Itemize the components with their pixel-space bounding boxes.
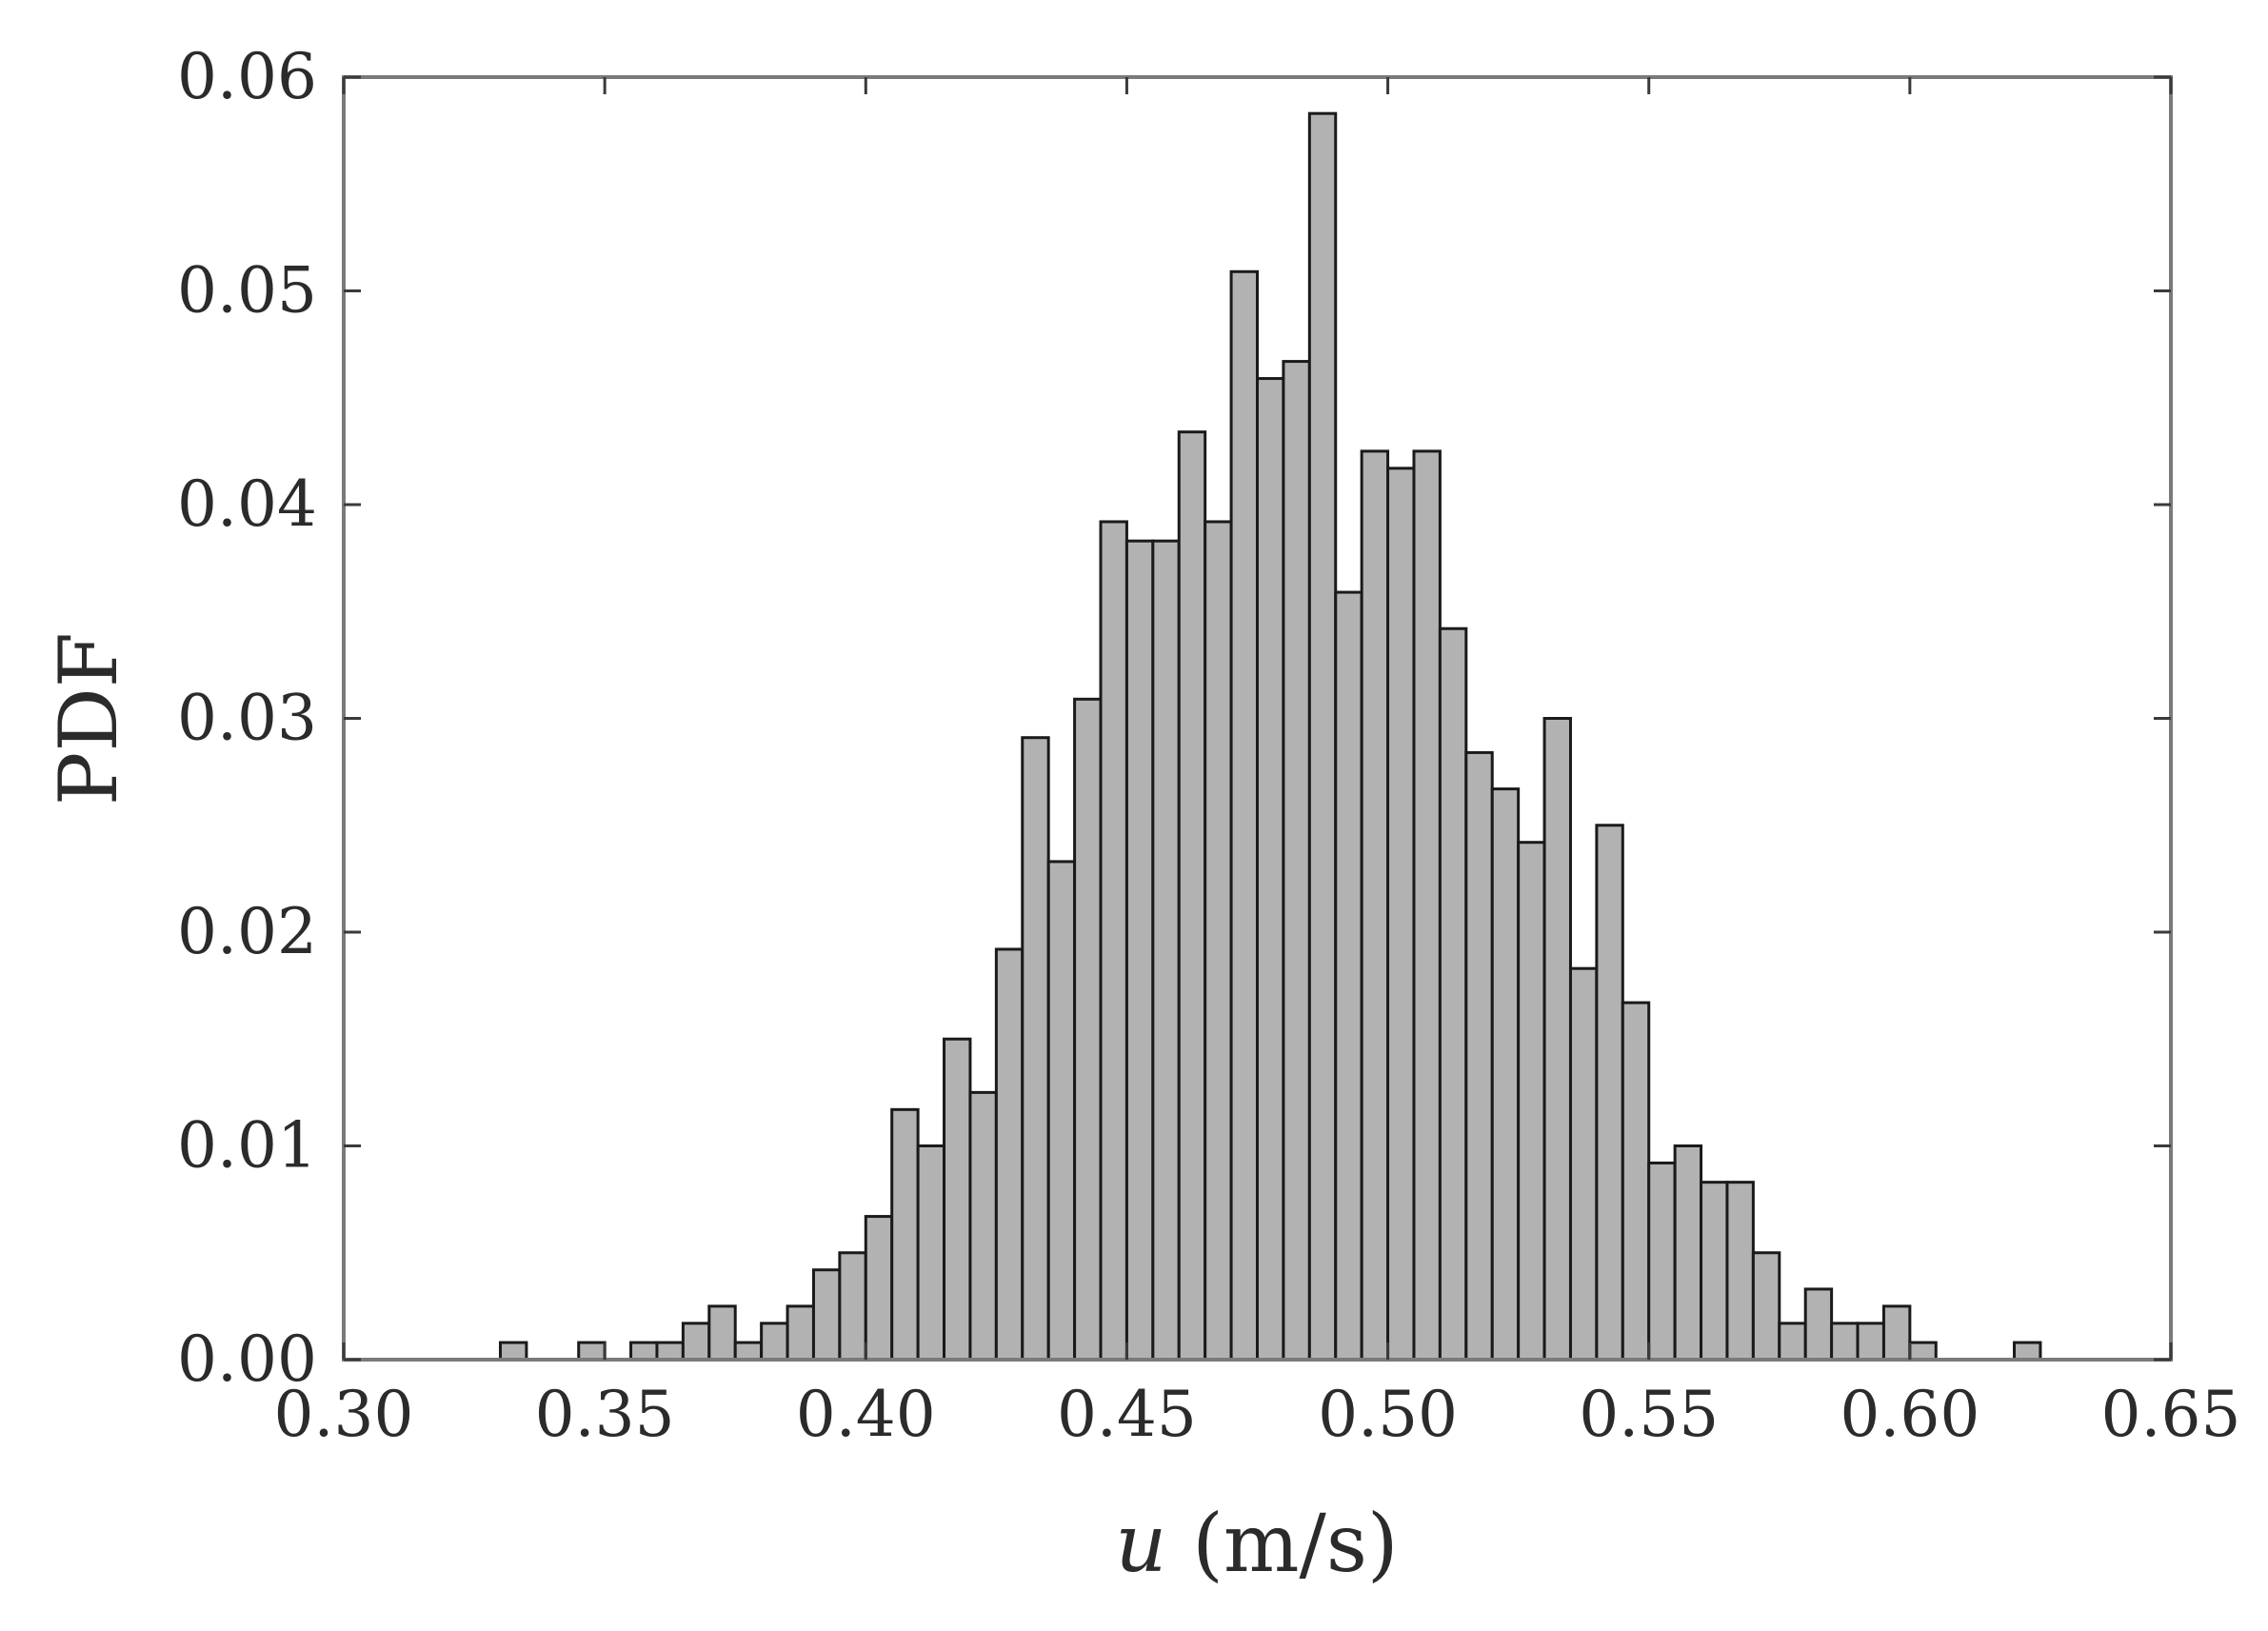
histogram-bar [1803,1287,1834,1362]
histogram-bar [577,1341,607,1362]
histogram-bar [1517,841,1546,1362]
histogram-bar [1778,1322,1807,1362]
histogram-bar [2013,1341,2042,1362]
x-axis-variable: u [1115,1497,1166,1590]
histogram-bar [1595,824,1624,1362]
y-tick-label: 0.00 [177,1323,317,1396]
histogram-bar [1151,539,1181,1362]
histogram-bar [1046,860,1077,1362]
histogram-bar [681,1322,711,1362]
histogram-bar [733,1341,764,1362]
histogram-bar [1647,1161,1677,1362]
y-tick-label: 0.05 [177,254,317,328]
histogram-bar [629,1341,659,1362]
histogram-bar [1725,1181,1755,1362]
histogram-bar [1282,360,1311,1362]
histogram-bar [1229,269,1259,1362]
histogram-bar [1099,520,1128,1362]
x-tick-label: 0.45 [1057,1378,1197,1451]
y-tick-label: 0.03 [177,682,317,755]
histogram-bar [1204,520,1233,1362]
x-tick-label: 0.60 [1840,1378,1980,1451]
histogram-bar [1073,697,1103,1362]
x-tick-labels: 0.30 0.35 0.40 0.45 0.50 0.55 0.60 0.65 [274,1378,2241,1451]
histogram-bar [1542,717,1572,1362]
histogram-bar [786,1304,815,1362]
histogram-bar [655,1341,685,1362]
x-tick-label: 0.65 [2101,1378,2241,1451]
histogram-bar [1856,1322,1885,1362]
histogram-bar [1700,1181,1729,1362]
histogram-bar [1360,449,1390,1362]
histogram-bar [707,1304,737,1362]
x-tick-label: 0.30 [274,1378,414,1451]
y-tick-labels: 0.00 0.01 0.02 0.03 0.04 0.05 0.06 [177,40,317,1396]
x-tick-label: 0.50 [1318,1378,1458,1451]
histogram-bar [498,1341,528,1362]
x-tick-label: 0.35 [535,1378,675,1451]
histogram-bar [1881,1304,1912,1362]
histogram-bar [1256,377,1285,1362]
y-tick-label: 0.02 [177,895,317,968]
histogram-bar [943,1037,972,1362]
histogram-bar [890,1107,920,1362]
y-tick-label: 0.06 [177,40,317,113]
histogram-bar [1386,467,1416,1362]
histogram-bar [1490,787,1521,1362]
histogram-bar [994,947,1025,1362]
histogram-bar [1830,1322,1860,1362]
histogram-bar [1673,1144,1703,1362]
histogram-bar [1568,966,1599,1362]
axis-ticks [342,75,2173,1362]
histogram-bar [1751,1251,1781,1362]
x-axis-title: u (m/s) [1115,1497,1398,1590]
histogram-bar [760,1322,789,1362]
histogram-bar [1307,111,1338,1362]
histogram-bar [864,1215,894,1362]
histogram-bar [1124,539,1155,1362]
histogram-bar [811,1268,842,1362]
histogram-bar [1334,590,1363,1362]
y-axis-title: PDF [42,632,135,806]
histogram-bar [838,1251,867,1362]
histogram-bar [1412,449,1442,1362]
histogram-bar [1177,430,1207,1362]
histogram-bar [1621,1001,1651,1362]
histogram-bar [1908,1341,1938,1362]
x-tick-label: 0.55 [1579,1378,1719,1451]
y-tick-label: 0.01 [177,1109,317,1183]
histogram-bar [1438,627,1468,1362]
histogram-bar [1021,736,1050,1362]
x-axis-unit: (m/s) [1166,1497,1398,1590]
histogram-bar [916,1144,946,1362]
histogram-bars [498,111,2042,1362]
y-tick-label: 0.04 [177,467,317,541]
x-tick-label: 0.40 [796,1378,936,1451]
histogram-bar [968,1090,998,1362]
histogram-bar [1464,750,1494,1362]
